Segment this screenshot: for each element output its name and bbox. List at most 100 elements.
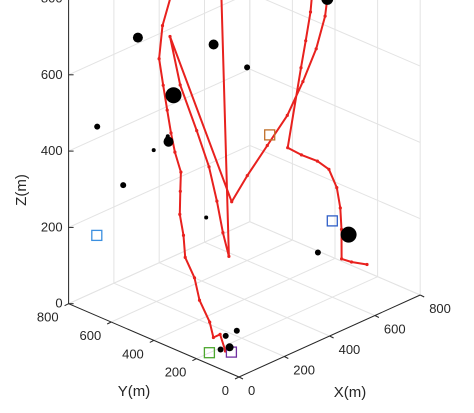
grid-line	[68, 0, 236, 76]
axis-layer	[64, 0, 425, 380]
z-tick-label: 400	[41, 143, 63, 158]
path-point	[179, 170, 183, 174]
path-point	[265, 143, 269, 148]
path-point	[301, 80, 305, 84]
marker-waypoint-1	[203, 347, 216, 359]
path-point	[197, 298, 202, 302]
marker-layer	[91, 129, 338, 359]
obstacle-point	[340, 226, 357, 243]
y-tick-label: 400	[122, 346, 144, 361]
grid-line	[68, 221, 251, 305]
path-point	[195, 129, 199, 133]
x-tick-mark	[374, 315, 380, 318]
grid-line	[68, 68, 251, 152]
obstacle-point	[321, 0, 334, 5]
y-tick-mark	[106, 321, 112, 325]
obstacle-point	[222, 332, 229, 339]
path-point	[286, 146, 290, 150]
x-tick-label: 800	[429, 301, 451, 316]
path-point	[308, 10, 313, 14]
y-tick-label: 200	[165, 365, 187, 380]
grid-line	[153, 257, 336, 341]
path-point	[173, 150, 177, 154]
x-axis-label: X(m)	[334, 384, 367, 401]
x-tick-label: 600	[384, 322, 406, 337]
x-tick-mark	[419, 294, 425, 298]
y-axis-line	[68, 303, 240, 378]
y-tick-label: 600	[79, 328, 101, 343]
path-point	[169, 131, 173, 135]
y-tick-label: 800	[37, 310, 59, 325]
path-point	[215, 199, 219, 203]
z-tick-label: 0	[55, 296, 62, 311]
x-tick-label: 0	[248, 383, 255, 398]
path-layer	[157, 0, 369, 353]
obstacle-layer	[94, 0, 357, 353]
path-point	[327, 167, 331, 171]
path-point	[323, 14, 327, 18]
x-tick-label: 200	[293, 363, 315, 378]
grid-layer	[68, 0, 421, 378]
marker-waypoint-3	[264, 129, 276, 141]
path-point	[181, 233, 186, 237]
path-point	[304, 39, 308, 43]
z-tick-label: 200	[41, 219, 63, 234]
z-axis-label: Z(m)	[13, 174, 30, 206]
marker-waypoint-2	[91, 229, 103, 242]
path-point	[178, 212, 182, 216]
path-point	[160, 24, 165, 28]
path-point	[178, 189, 182, 193]
grid-line	[249, 68, 421, 143]
path-point	[245, 174, 249, 178]
path-point	[365, 262, 369, 267]
grid-line	[110, 239, 293, 323]
y-tick-mark	[149, 339, 155, 343]
path-point	[207, 165, 211, 169]
path-point	[314, 47, 318, 51]
obstacle-point	[94, 123, 101, 130]
tick-layer: 0 0 0 200 200 200 400 400 400 600 600 600 800 800 800	[37, 0, 451, 398]
z-tick-label: 600	[41, 67, 63, 82]
obstacle-point	[151, 148, 156, 153]
path-point	[161, 83, 165, 87]
marker-waypoint-4	[326, 215, 338, 227]
x-tick-label: 400	[339, 342, 361, 357]
y-tick-mark	[64, 303, 69, 307]
path-point	[211, 335, 215, 340]
obstacle-point	[165, 87, 182, 104]
path-point	[227, 254, 231, 258]
obstacle-point	[120, 182, 127, 189]
path-point	[218, 332, 222, 336]
x-tick-mark	[238, 376, 244, 380]
path-point	[230, 200, 234, 204]
grid-line	[265, 0, 421, 67]
z-tick-label: 800	[41, 0, 63, 6]
obstacle-point	[204, 215, 209, 220]
x-tick-mark	[329, 335, 334, 339]
y-tick-mark	[192, 358, 197, 362]
y-tick-mark	[234, 376, 240, 380]
path-point	[315, 159, 319, 163]
obstacle-point	[132, 32, 143, 43]
path-point	[157, 57, 161, 61]
path-point	[165, 108, 169, 112]
obstacle-point	[233, 327, 240, 334]
path-point	[349, 260, 354, 264]
path-point	[168, 34, 172, 39]
path-point	[221, 231, 225, 235]
path-point	[338, 206, 342, 210]
obstacle-point	[208, 39, 219, 50]
path-point	[340, 257, 344, 261]
path-point	[335, 186, 339, 190]
y-tick-label: 0	[222, 383, 229, 398]
path-point	[285, 113, 289, 117]
x-tick-mark	[284, 356, 289, 359]
grid-line	[249, 221, 421, 296]
obstacle-point	[314, 249, 321, 256]
y-axis-label: Y(m)	[118, 383, 151, 400]
path-point	[192, 276, 197, 280]
path-point	[208, 320, 212, 324]
obstacle-point	[225, 343, 234, 352]
path-point	[183, 255, 187, 259]
